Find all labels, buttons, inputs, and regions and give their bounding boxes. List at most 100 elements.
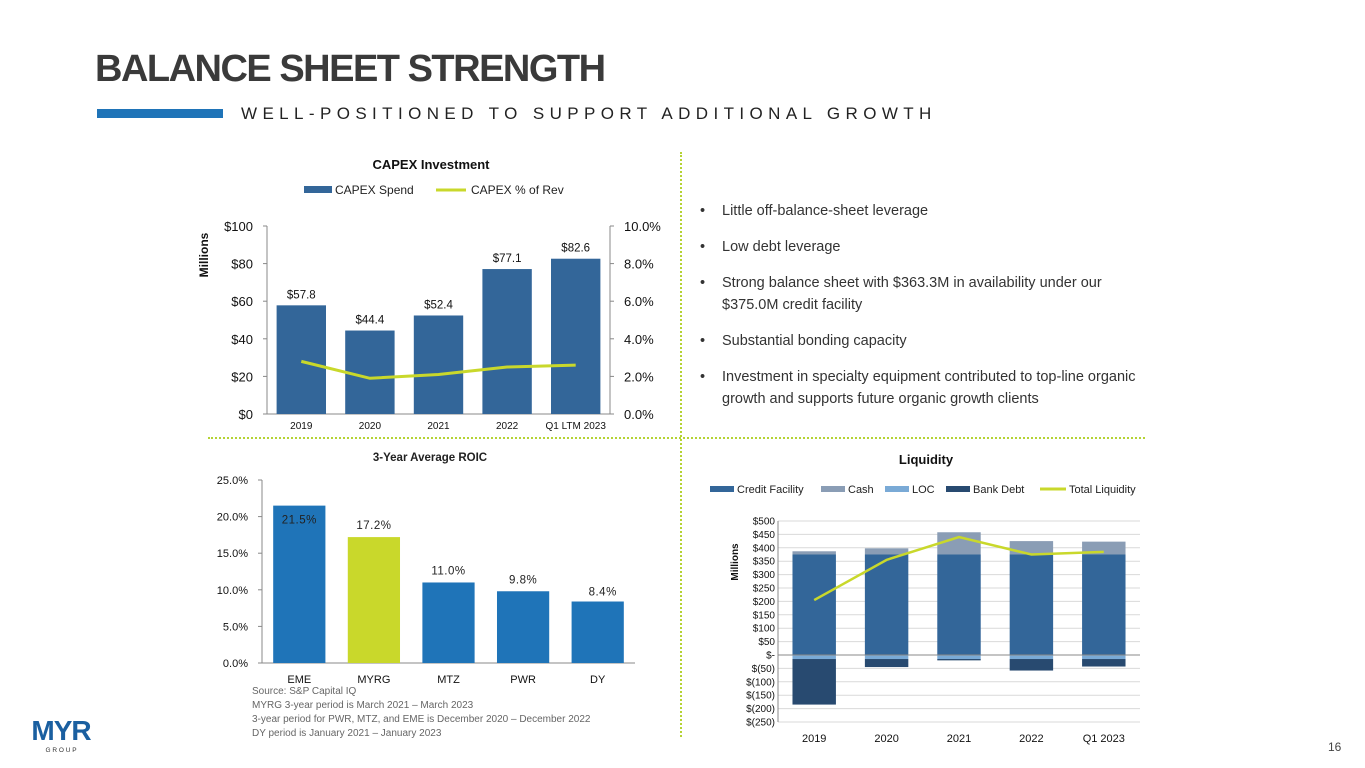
vertical-divider (680, 152, 682, 737)
y-tick-label: $350 (753, 557, 776, 568)
bar-segment-cash (792, 551, 836, 555)
bar-segment-credit-facility (1009, 554, 1054, 655)
chart-legend: CAPEX Spend CAPEX % of Rev (304, 183, 564, 197)
bar-segment-bank-debt (792, 659, 836, 705)
y-tick-label: 10.0% (217, 585, 248, 597)
x-tick-label: 2020 (359, 421, 382, 432)
source-notes: Source: S&P Capital IQ MYRG 3-year perio… (252, 685, 590, 741)
y-tick-label: $20 (231, 369, 253, 384)
y-tick-label: $300 (753, 570, 776, 581)
legend-label-capex-pct: CAPEX % of Rev (471, 183, 564, 197)
chart-title: 3-Year Average ROIC (373, 452, 487, 464)
bar-value-label: 8.4% (589, 587, 617, 599)
bar-segment-bank-debt (864, 659, 909, 668)
bullet-item: Substantial bonding capacity (700, 330, 1160, 352)
y2-tick-label: 2.0% (624, 369, 654, 384)
y-tick-label: $50 (758, 637, 775, 648)
y-tick-label: $60 (231, 294, 253, 309)
line-total-liquidity (813, 535, 1104, 602)
bar-capex-spend (482, 269, 532, 414)
bar-capex-spend (276, 305, 326, 414)
bar-value-label: 11.0% (431, 565, 465, 577)
y-tick-label: $(150) (746, 691, 775, 702)
bar-segment-loc (937, 655, 981, 660)
bar-segment-bank-debt (1082, 659, 1126, 667)
key-points-list: Little off-balance-sheet leverage Low de… (700, 200, 1160, 424)
x-tick-label: MYRG (357, 674, 390, 686)
source-note: MYRG 3-year period is March 2021 – March… (252, 700, 474, 711)
line-capex-pct-of-rev (300, 359, 576, 380)
x-tick-label: Q1 LTM 2023 (545, 421, 606, 432)
y-tick-label: $100 (753, 624, 776, 635)
x-tick-label: 2019 (802, 733, 826, 745)
legend-swatch (885, 486, 909, 492)
source-note: 3-year period for PWR, MTZ, and EME is D… (252, 714, 591, 725)
y-tick-label: $450 (753, 530, 776, 541)
bar-value-label: 9.8% (509, 574, 537, 586)
bullet-item: Investment in specialty equipment contri… (700, 366, 1160, 410)
bar-roic (273, 505, 326, 663)
y-tick-label: $(250) (746, 718, 775, 729)
y-tick-label: $40 (231, 332, 253, 347)
bar-segment-bank-debt (1009, 659, 1054, 671)
y-axis-label: Millions (197, 232, 211, 277)
chart-title: Liquidity (899, 452, 954, 467)
title-accent-bar (97, 109, 223, 118)
bar-segment-loc (792, 655, 836, 660)
legend-swatch (710, 486, 734, 492)
page-subtitle: WELL-POSITIONED TO SUPPORT ADDITIONAL GR… (241, 104, 937, 123)
y-tick-label: $(100) (746, 677, 775, 688)
source-note: DY period is January 2021 – January 2023 (252, 728, 442, 739)
y-tick-label: $0 (239, 407, 253, 422)
bullet-item: Little off-balance-sheet leverage (700, 200, 1160, 222)
legend-label: LOC (912, 484, 935, 496)
y-tick-label: 15.0% (217, 548, 248, 560)
y-tick-label: $500 (753, 517, 776, 528)
bar-segment-bank-debt (937, 659, 981, 661)
y-tick-label: $200 (753, 597, 776, 608)
bar-segment-cash (937, 532, 981, 555)
source-note: Source: S&P Capital IQ (252, 686, 357, 697)
y2-tick-label: 4.0% (624, 332, 654, 347)
y-tick-label: 0.0% (223, 658, 248, 670)
bar-capex-spend (345, 330, 395, 414)
bar-segment-loc (1082, 655, 1126, 660)
legend-swatch (821, 486, 845, 492)
bar-segment-cash (864, 548, 909, 555)
bar-value-label: $52.4 (424, 299, 453, 311)
bar-value-label: $77.1 (493, 253, 522, 265)
legend-label: Credit Facility (737, 484, 804, 496)
y-tick-label: $250 (753, 584, 776, 595)
y-tick-label: $(200) (746, 704, 775, 715)
bar-value-label: 17.2% (356, 520, 391, 532)
x-tick-label: 2022 (1019, 733, 1043, 745)
x-tick-label: 2021 (947, 733, 971, 745)
bar-segment-credit-facility (1082, 554, 1126, 655)
bar-value-label: $57.8 (287, 289, 316, 301)
bar-roic (422, 582, 475, 663)
x-tick-label: Q1 2023 (1083, 733, 1125, 745)
legend-label: Cash (848, 484, 874, 496)
bar-capex-spend (413, 315, 464, 414)
bar-segment-credit-facility (864, 554, 909, 655)
x-tick-label: DY (590, 674, 606, 686)
y-tick-label: 5.0% (223, 621, 248, 633)
x-tick-label: 2019 (290, 421, 313, 432)
bar-capex-spend (551, 258, 601, 414)
y-tick-label: $400 (753, 543, 776, 554)
y-tick-label: $- (766, 651, 775, 662)
page-number: 16 (1328, 740, 1342, 754)
bar-roic (347, 537, 401, 663)
y-tick-label: $100 (224, 219, 253, 234)
legend-label: Total Liquidity (1069, 484, 1136, 496)
y2-tick-label: 6.0% (624, 294, 654, 309)
y2-tick-label: 8.0% (624, 257, 654, 272)
x-tick-label: 2022 (496, 421, 519, 432)
chart-title: CAPEX Investment (372, 157, 490, 172)
y2-tick-label: 0.0% (624, 407, 654, 422)
logo-text: MYR (31, 715, 91, 746)
y-tick-label: 20.0% (217, 512, 248, 524)
bar-segment-credit-facility (937, 554, 981, 655)
x-tick-label: MTZ (437, 674, 460, 686)
legend-label-capex-spend: CAPEX Spend (335, 183, 414, 197)
